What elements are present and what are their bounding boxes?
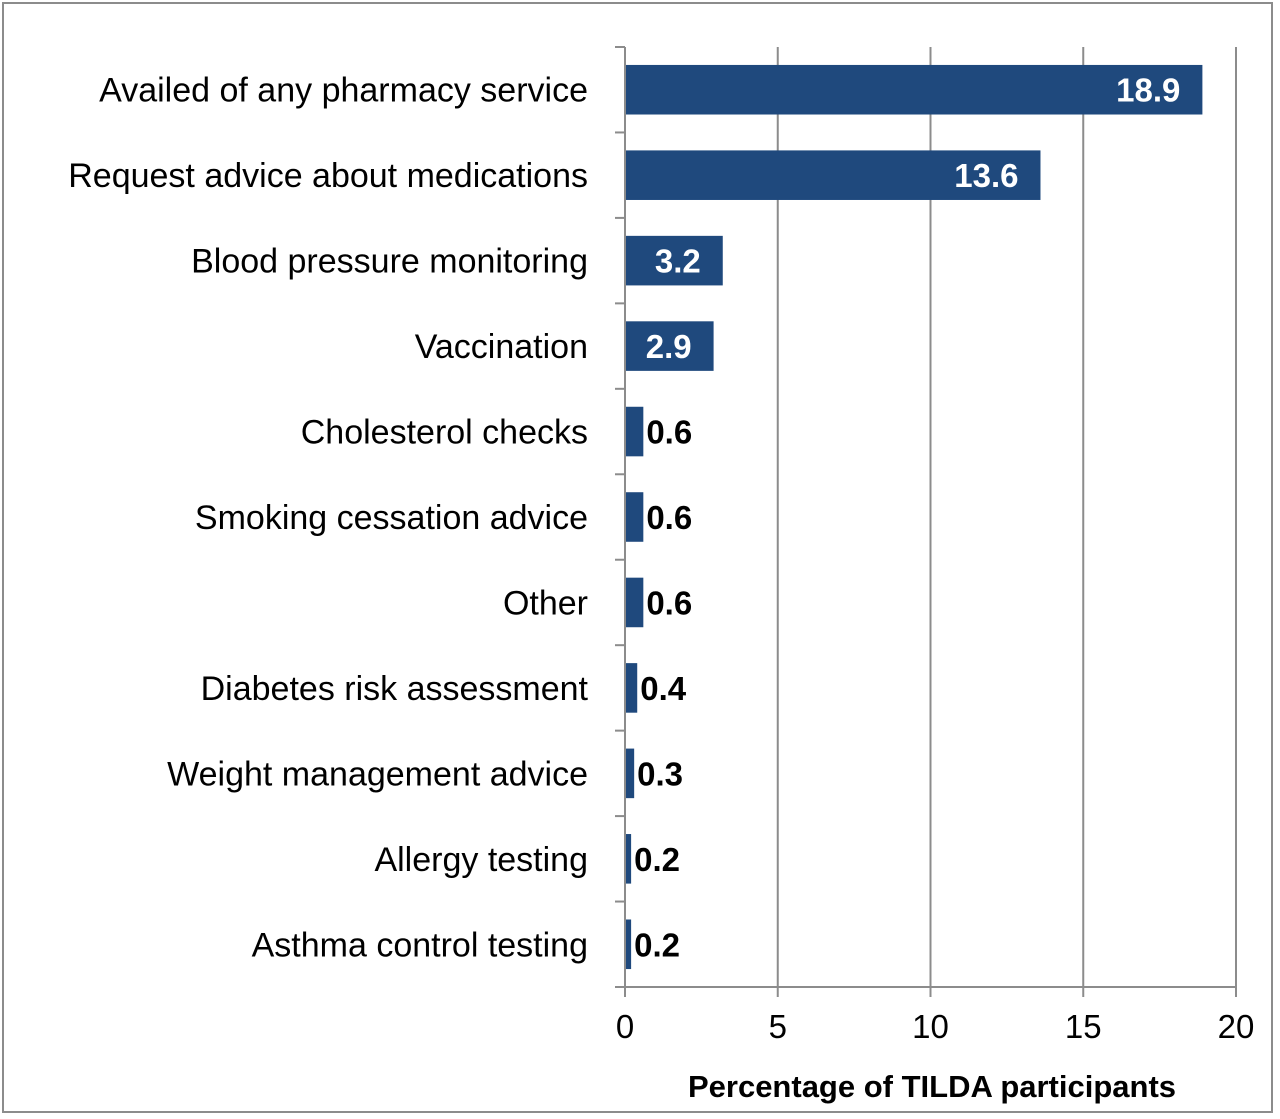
- bar: [625, 150, 1041, 200]
- bars: [625, 64, 1203, 970]
- data-label: 0.6: [646, 499, 692, 536]
- category-label: Smoking cessation advice: [195, 499, 588, 537]
- category-label: Blood pressure monitoring: [191, 243, 588, 281]
- bar: [625, 663, 638, 713]
- category-label: Other: [503, 584, 588, 622]
- x-tick-label: 15: [1065, 1008, 1102, 1045]
- bar-chart: Availed of any pharmacy service Request a…: [68, 46, 1255, 1104]
- data-label: 18.9: [1116, 72, 1180, 109]
- bar: [625, 406, 644, 457]
- x-tick-label: 10: [912, 1008, 949, 1045]
- data-label: 0.6: [646, 414, 692, 451]
- data-label: 2.9: [646, 328, 692, 365]
- data-label: 13.6: [954, 157, 1018, 194]
- bar: [625, 321, 714, 371]
- bar: [625, 919, 632, 970]
- data-label: 0.2: [634, 926, 680, 963]
- category-label: Availed of any pharmacy service: [99, 72, 588, 110]
- x-tick-labels: 0 5 10 15 20: [616, 1008, 1255, 1045]
- x-tick-label: 5: [769, 1008, 787, 1045]
- category-label: Weight management advice: [167, 755, 588, 793]
- bar: [625, 577, 644, 628]
- bar: [625, 834, 632, 884]
- data-label: 0.2: [634, 841, 680, 878]
- bar: [625, 492, 644, 542]
- category-label: Asthma control testing: [252, 926, 588, 964]
- category-label: Vaccination: [415, 328, 588, 366]
- bar: [625, 235, 723, 286]
- value-labels: 18.9 13.6 3.2 2.9 0.6 0.6 0.6 0.4 0.3 0.2 0.2: [634, 72, 1180, 964]
- bar: [625, 748, 635, 799]
- data-label: 0.6: [646, 584, 692, 621]
- x-tick-label: 20: [1218, 1008, 1255, 1045]
- data-label: 0.3: [637, 755, 683, 792]
- x-tick-label: 0: [616, 1008, 634, 1045]
- gridlines: [776, 47, 1237, 987]
- data-label: 0.4: [640, 670, 687, 707]
- axes: [615, 46, 1237, 997]
- x-axis-title: Percentage of TILDA participants: [688, 1069, 1176, 1104]
- category-label: Request advice about medications: [68, 157, 588, 195]
- category-label: Cholesterol checks: [301, 414, 588, 452]
- data-label: 3.2: [655, 243, 701, 280]
- category-labels: Availed of any pharmacy service Request a…: [68, 72, 588, 965]
- category-label: Allergy testing: [374, 841, 588, 879]
- bar: [625, 64, 1203, 115]
- category-label: Diabetes risk assessment: [201, 670, 589, 708]
